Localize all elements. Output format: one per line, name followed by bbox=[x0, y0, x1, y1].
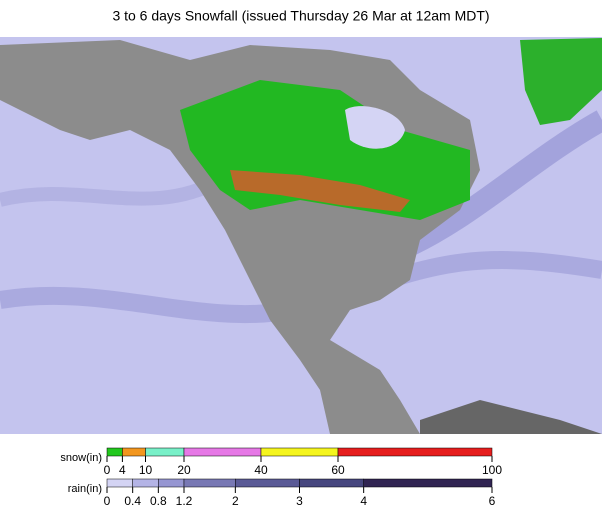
rain-band bbox=[395, 110, 602, 261]
legend-tick-label: 20 bbox=[177, 463, 191, 477]
legend-swatch bbox=[132, 478, 159, 488]
legend-swatch bbox=[122, 447, 146, 457]
legend-tick-label: 100 bbox=[482, 463, 502, 477]
legend-swatch bbox=[260, 447, 339, 457]
legend-tick-label: 0 bbox=[104, 494, 111, 506]
legend-swatch bbox=[235, 478, 300, 488]
legend-tick-label: 60 bbox=[331, 463, 345, 477]
legend-tick-label: 0 bbox=[104, 463, 111, 477]
legend-tick-label: 1.2 bbox=[176, 494, 193, 506]
map bbox=[0, 37, 602, 434]
hudson-bay bbox=[345, 106, 405, 149]
snow-heavy bbox=[230, 170, 410, 212]
legend-tick-label: 0.4 bbox=[124, 494, 141, 506]
legend-tick-label: 2 bbox=[232, 494, 239, 506]
legend-tick-label: 3 bbox=[296, 494, 303, 506]
legend-label: snow(in) bbox=[60, 452, 102, 464]
legend-swatch bbox=[145, 447, 185, 457]
legend-swatch bbox=[337, 447, 493, 457]
rain-band bbox=[0, 173, 224, 207]
south-america bbox=[420, 400, 602, 434]
legend-tick-label: 10 bbox=[139, 463, 153, 477]
legend-swatch bbox=[363, 478, 493, 488]
legend-swatch bbox=[183, 447, 262, 457]
legend-tick-label: 6 bbox=[489, 494, 496, 506]
legend-label: rain(in) bbox=[68, 483, 102, 495]
map-title: 3 to 6 days Snowfall (issued Thursday 26… bbox=[112, 8, 489, 24]
legend-swatch bbox=[106, 478, 133, 488]
legend-tick-label: 0.8 bbox=[150, 494, 167, 506]
legend-tick-label: 4 bbox=[119, 463, 126, 477]
legend-swatch bbox=[158, 478, 185, 488]
legend-tick-label: 4 bbox=[360, 494, 367, 506]
legend-swatch bbox=[183, 478, 236, 488]
greenland bbox=[520, 38, 602, 125]
legend-swatch bbox=[106, 447, 123, 457]
legend-swatch bbox=[299, 478, 364, 488]
legend-tick-label: 40 bbox=[254, 463, 268, 477]
